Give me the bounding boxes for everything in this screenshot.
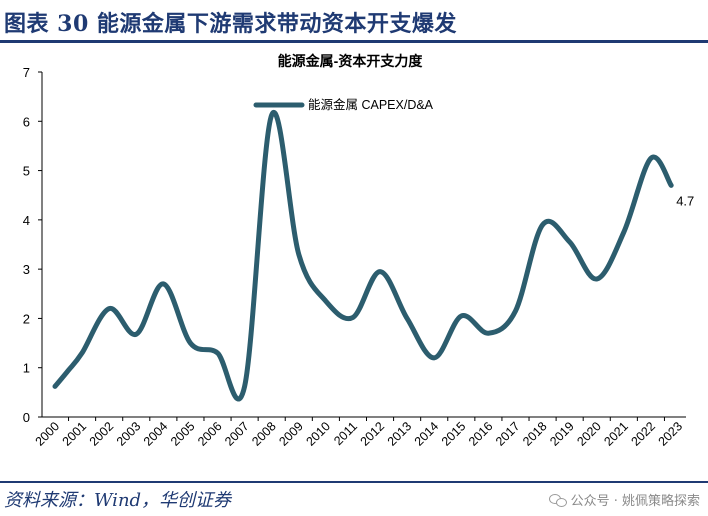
y-tick-label: 0 (23, 410, 30, 425)
x-tick-label: 2022 (628, 419, 658, 449)
series-line-0 (52, 109, 674, 402)
series-layer: 4.7 (52, 109, 694, 402)
figure-header: 图表 30 能源金属下游需求带动资本开支爆发 (0, 0, 708, 44)
x-tick-label: 2006 (195, 419, 225, 449)
x-tick-label: 2000 (33, 419, 63, 449)
y-tick-label: 1 (23, 361, 30, 376)
x-tick-label: 2012 (358, 419, 388, 449)
x-tick-label: 2009 (276, 419, 306, 449)
x-tick-label: 2010 (303, 419, 333, 449)
axes: 0 1 2 3 4 5 6 7 20002001200220032004200520062007… (23, 65, 686, 449)
end-value-label: 4.7 (676, 193, 694, 208)
x-tick-label: 2020 (574, 419, 604, 449)
wechat-icon (548, 493, 567, 507)
x-tick-label: 2001 (60, 419, 90, 449)
x-tick-label: 2016 (466, 419, 496, 449)
header-rule (0, 40, 708, 43)
y-tick-label: 2 (23, 311, 30, 326)
x-tick-label: 2002 (87, 419, 117, 449)
x-tick-label: 2003 (114, 419, 144, 449)
y-tick-label: 4 (23, 213, 30, 228)
source-note: 资料来源：Wind，华创证券 (4, 490, 232, 511)
watermark-text: 公众号 · 姚佩策略探索 (570, 494, 700, 509)
x-tick-label: 2019 (547, 419, 577, 449)
x-tick-label: 2004 (141, 419, 171, 449)
x-tick-label: 2014 (412, 419, 442, 449)
x-tick-label: 2021 (601, 419, 631, 449)
x-tick-label: 2007 (222, 419, 252, 449)
x-tick-label: 2023 (656, 419, 686, 449)
x-tick-label: 2018 (520, 419, 550, 449)
y-tick-label: 5 (23, 164, 30, 179)
x-tick-label: 2005 (168, 419, 198, 449)
legend-label: 能源金属 CAPEX/D&A (308, 97, 434, 112)
chart-title: 能源金属-资本开支力度 (278, 53, 424, 69)
x-tick-label: 2011 (331, 419, 360, 448)
y-tick-label: 6 (23, 114, 30, 129)
line-chart: 能源金属-资本开支力度 0 1 2 3 4 5 6 7 20002001200220032004… (23, 53, 695, 449)
legend: 能源金属 CAPEX/D&A (253, 97, 434, 112)
y-tick-label: 3 (23, 262, 30, 277)
y-tick-label: 7 (23, 65, 30, 80)
x-tick-label: 2015 (439, 419, 469, 449)
footer-rule (0, 481, 708, 483)
figure-title: 图表 30 能源金属下游需求带动资本开支爆发 (4, 11, 457, 37)
x-tick-label: 2013 (385, 419, 415, 449)
x-tick-label: 2017 (493, 419, 523, 449)
watermark: 公众号 · 姚佩策略探索 (548, 490, 700, 509)
x-tick-label: 2008 (249, 419, 279, 449)
